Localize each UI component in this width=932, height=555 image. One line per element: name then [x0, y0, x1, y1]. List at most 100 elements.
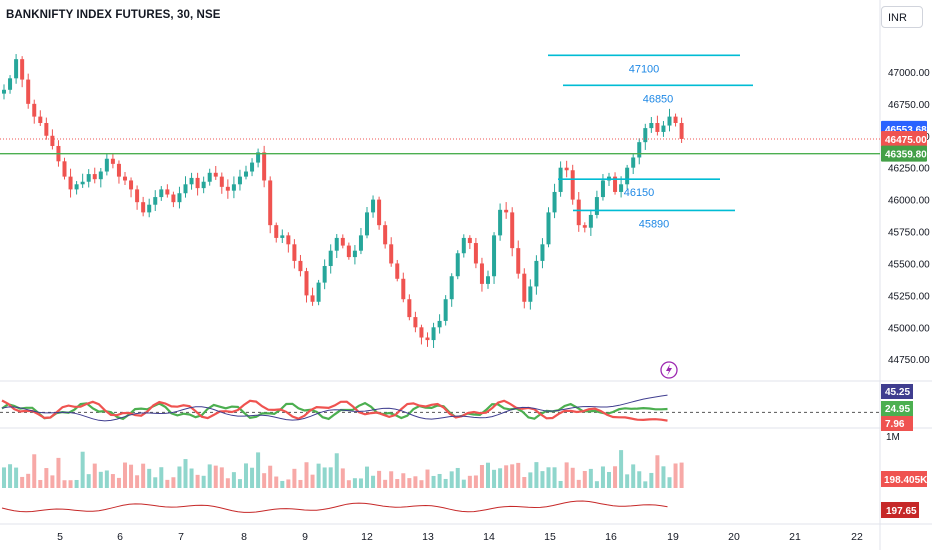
volume-bar — [425, 469, 430, 488]
volume-bar — [86, 474, 91, 488]
volume-bar — [129, 464, 134, 488]
price-tag — [881, 145, 927, 162]
oscillator-line-purple — [1, 394, 668, 422]
volume-bar — [153, 477, 158, 488]
volume-tag-label: 198.405K — [884, 475, 928, 486]
volume-bar — [8, 464, 13, 488]
x-tick-label: 13 — [422, 531, 434, 543]
candle-body — [673, 116, 678, 123]
level-label: 46150 — [624, 187, 655, 199]
volume-bar — [219, 467, 224, 488]
candle-body — [661, 125, 666, 132]
volume-bar — [256, 452, 261, 488]
volume-bar — [467, 475, 472, 488]
candle-body — [262, 152, 267, 181]
candle-body — [195, 177, 200, 189]
candle-body — [44, 123, 49, 136]
candle-body — [159, 189, 164, 198]
candle-body — [613, 176, 618, 192]
x-tick-label: 19 — [667, 531, 679, 543]
y-tick-label: 46750.00 — [888, 100, 930, 111]
candle-body — [225, 186, 230, 191]
candle-body — [365, 212, 369, 236]
x-tick-label: 6 — [117, 531, 123, 543]
price-tag-label: 46359.80 — [885, 150, 927, 161]
oscillator-tag — [881, 401, 913, 416]
volume-bar — [14, 467, 19, 488]
candle-body — [110, 158, 115, 164]
candle-body — [540, 244, 545, 261]
volume-bar — [625, 474, 630, 488]
candle-body — [74, 184, 79, 190]
candle-body — [570, 170, 575, 200]
candle-body — [322, 266, 327, 283]
x-tick-label: 21 — [789, 531, 801, 543]
volume-bar — [135, 475, 140, 488]
volume-tag — [881, 471, 927, 487]
volume-bar — [461, 479, 466, 488]
candle-body — [625, 167, 630, 185]
x-tick-label: 14 — [483, 531, 495, 543]
volume-bar — [171, 477, 176, 488]
volume-bar — [231, 472, 236, 488]
volume-bar — [207, 464, 212, 488]
candle-body — [425, 337, 430, 341]
volume-bar — [570, 467, 575, 488]
candle-body — [147, 204, 152, 213]
candle-body — [14, 59, 19, 79]
volume-bar — [443, 478, 448, 488]
x-tick-label: 8 — [241, 531, 247, 543]
candle-body — [431, 327, 436, 341]
series-tag — [881, 502, 919, 518]
volume-bar — [159, 467, 164, 488]
candle-body — [328, 250, 333, 267]
volume-bar — [201, 475, 206, 488]
candle-body — [298, 260, 303, 272]
volume-bar — [552, 467, 557, 488]
candle-body — [528, 286, 533, 302]
volume-bar — [564, 462, 569, 488]
volume-bar — [492, 469, 497, 488]
candle-body — [389, 244, 394, 264]
volume-bar — [225, 478, 230, 488]
volume-bar — [2, 467, 6, 488]
candle-body — [68, 176, 73, 190]
volume-bar — [328, 467, 333, 488]
volume-bar — [268, 465, 273, 488]
x-tick-label: 22 — [851, 531, 863, 543]
currency-button[interactable]: INR — [881, 6, 923, 28]
candle-body — [177, 193, 182, 203]
level-label: 47100 — [629, 63, 660, 75]
volume-bar — [322, 467, 327, 488]
candle-body — [280, 235, 285, 238]
volume-bar — [407, 478, 412, 488]
candle-body — [631, 157, 636, 168]
candle-body — [334, 237, 339, 251]
volume-bar — [80, 451, 85, 488]
candle-body — [304, 271, 309, 296]
oscillator-tag-label: 24.95 — [885, 404, 910, 415]
candle-body — [594, 197, 599, 215]
volume-bar — [316, 463, 321, 488]
candle-body — [564, 167, 569, 171]
x-tick-label: 7 — [178, 531, 184, 543]
volume-bar — [413, 476, 418, 488]
candle-body — [26, 79, 31, 104]
volume-bar — [352, 478, 357, 488]
volume-bar — [631, 464, 636, 488]
volume-bar — [195, 474, 200, 488]
volume-bar — [431, 475, 436, 488]
candle-body — [153, 197, 158, 205]
volume-bar — [649, 472, 654, 488]
candle-body — [371, 199, 376, 213]
level-label: 45890 — [639, 218, 670, 230]
x-tick-label: 16 — [605, 531, 617, 543]
candle-body — [679, 123, 684, 139]
candle-body — [498, 209, 503, 236]
volume-bar — [486, 462, 490, 488]
candle-body — [340, 237, 345, 246]
candle-body — [619, 184, 624, 192]
candle-body — [413, 317, 418, 328]
volume-bar — [516, 462, 521, 488]
